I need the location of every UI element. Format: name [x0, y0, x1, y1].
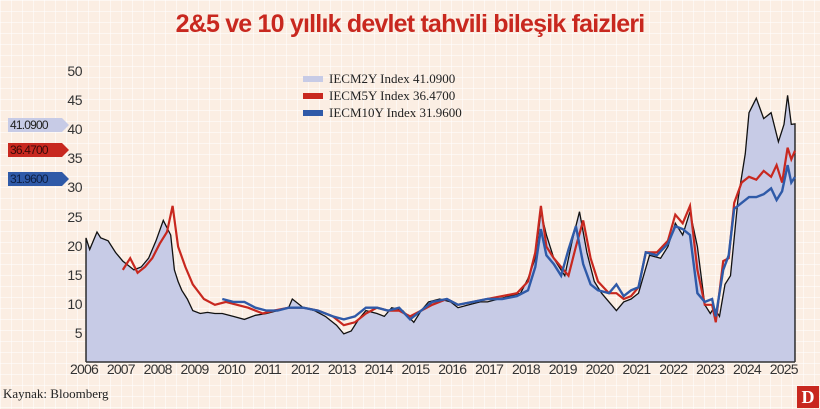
y-tick-label: 35	[67, 150, 82, 167]
x-tick-label: 2017	[475, 361, 504, 377]
x-tick-label: 2015	[401, 361, 430, 377]
series-10y-line	[221, 164, 797, 322]
legend-item-2y: IECM2Y Index 41.0900	[303, 70, 462, 87]
x-tick-label: 2024	[732, 361, 762, 377]
legend-label-2y: IECM2Y Index 41.0900	[329, 70, 456, 86]
y-tick-label: 50	[67, 63, 82, 79]
x-tick-label: 2019	[548, 361, 578, 377]
legend-item-5y: IECM5Y Index 36.4700	[303, 87, 462, 104]
y-tick-label: 20	[67, 237, 82, 254]
y-tick-label: 25	[67, 208, 82, 225]
value-tag-2y: 41.0900	[8, 118, 69, 132]
x-tick-label: 2025	[769, 361, 799, 377]
x-tick-label: 2018	[511, 361, 541, 377]
y-tick-label: 10	[67, 295, 82, 312]
legend-label-5y: IECM5Y Index 36.4700	[329, 87, 456, 103]
series-2y-line	[85, 95, 796, 362]
x-tick-label: 2013	[327, 361, 357, 377]
source-note: Kaynak: Bloomberg	[3, 386, 109, 402]
y-tick-label: 30	[67, 179, 82, 196]
value-tag-5y: 36.4700	[8, 143, 69, 157]
x-tick-label: 2011	[254, 361, 282, 377]
legend-swatch-10y	[303, 109, 323, 116]
publisher-logo: D	[797, 386, 819, 408]
x-tick-label: 2023	[696, 361, 725, 377]
x-tick-label: 2016	[438, 361, 467, 377]
series-2y-area	[86, 95, 795, 363]
legend-item-10y: IECM10Y Index 31.9600	[303, 104, 462, 121]
y-tick-label: 15	[67, 266, 82, 283]
x-tick-label: 2010	[217, 361, 246, 377]
x-tick-label: 2006	[70, 361, 99, 377]
x-tick-label: 2009	[180, 361, 209, 377]
legend: IECM2Y Index 41.0900 IECM5Y Index 36.470…	[303, 70, 462, 121]
legend-swatch-5y	[303, 92, 323, 99]
x-tick-label: 2007	[106, 361, 136, 377]
x-tick-label: 2020	[585, 361, 615, 377]
source-value: Bloomberg	[50, 386, 109, 401]
x-tick-label: 2008	[143, 361, 173, 377]
x-tick-label: 2014	[364, 361, 394, 377]
chart-title: 2&5 ve 10 yıllık devlet tahvili bileşik …	[175, 10, 646, 38]
value-tag-10y: 31.9600	[8, 172, 69, 186]
legend-label-10y: IECM10Y Index 31.9600	[329, 104, 462, 120]
legend-swatch-2y	[303, 75, 323, 82]
y-tick-label: 5	[74, 324, 83, 341]
x-tick-label: 2012	[290, 361, 320, 377]
source-label: Kaynak:	[3, 386, 48, 401]
x-tick-label: 2022	[659, 361, 688, 377]
x-tick-label: 2021	[622, 361, 651, 377]
y-tick-label: 40	[67, 121, 82, 138]
y-tick-label: 45	[67, 92, 82, 109]
